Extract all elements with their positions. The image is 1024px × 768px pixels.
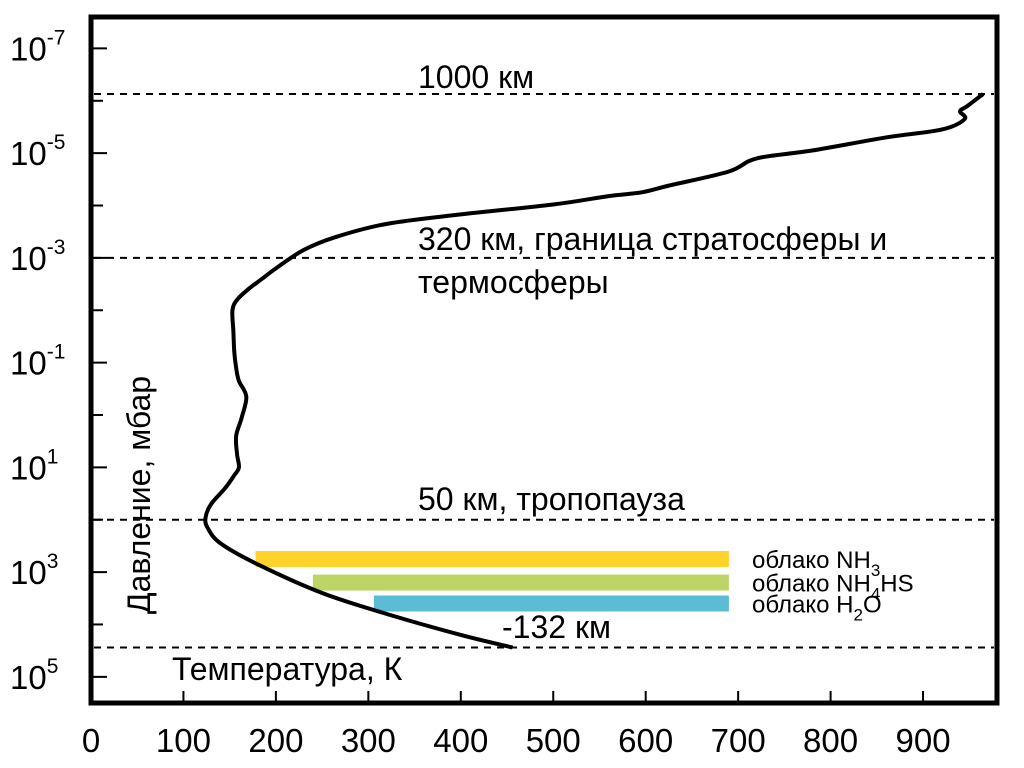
reference-line-label: 50 км, тропопауза <box>418 481 685 517</box>
x-tick-label: 300 <box>341 722 396 759</box>
x-axis-title: Температура, К <box>172 651 403 687</box>
y-tick-label: 10-3 <box>10 236 65 277</box>
x-tick-label: 500 <box>526 722 581 759</box>
x-tick-label: 400 <box>433 722 488 759</box>
x-tick-label: 100 <box>156 722 211 759</box>
x-tick-label: 600 <box>618 722 673 759</box>
reference-lines: 1000 км 320 км, граница стратосферы и терм… <box>94 59 994 649</box>
cloud-bar-label: облако NH4HS <box>752 571 914 604</box>
y-tick-label: 10-5 <box>10 131 65 172</box>
x-tick-label: 0 <box>82 722 100 759</box>
y-tick-label: 10-1 <box>10 341 65 382</box>
cloud-bar-label: облако NH3 <box>752 547 880 580</box>
y-tick-label: 105 <box>10 655 58 696</box>
y-tick-label: 103 <box>10 550 58 591</box>
y-axis-title: Давление, мбар <box>121 376 157 614</box>
y-tick-label: 101 <box>10 445 58 486</box>
cloud-bar <box>312 574 729 591</box>
y-tick-label: 10-7 <box>10 26 65 67</box>
temperature-profile-line <box>203 92 985 650</box>
reference-line-label: 1000 км <box>418 59 534 95</box>
x-tick-label: 700 <box>711 722 766 759</box>
reference-line-label: -132 км <box>502 609 611 645</box>
x-axis: 0 100 200 300 400 500 600 700 800 900 <box>82 691 951 759</box>
x-tick-label: 200 <box>248 722 303 759</box>
reference-line-label: 320 км, граница стратосферы и <box>418 221 887 257</box>
y-axis: 10-7 10-5 10-3 10-1 101 103 105 <box>10 26 107 696</box>
reference-line-label-cont: термосферы <box>418 264 609 300</box>
cloud-bar <box>373 595 729 612</box>
x-tick-label: 800 <box>803 722 858 759</box>
cloud-bar-label: облако H2O <box>752 592 882 625</box>
cloud-bar <box>255 550 729 567</box>
x-tick-label: 900 <box>896 722 951 759</box>
series-group <box>203 92 985 650</box>
